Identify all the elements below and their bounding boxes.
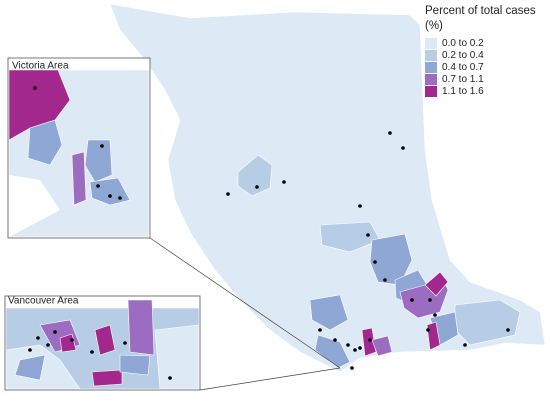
legend-item: 0.0 to 0.2 xyxy=(425,37,547,49)
region xyxy=(127,299,155,356)
legend-item: 0.4 to 0.7 xyxy=(425,61,547,73)
region xyxy=(319,221,381,253)
legend-items: 0.0 to 0.2 0.2 to 0.4 0.4 to 0.7 0.7 to 1.1… xyxy=(425,37,547,97)
legend-title: Percent of total cases (%) xyxy=(425,5,536,32)
region xyxy=(424,271,449,297)
legend-item: 0.2 to 0.4 xyxy=(425,49,547,61)
legend-item: 0.7 to 1.1 xyxy=(425,73,547,85)
region xyxy=(14,354,46,381)
vancouver-inset: Vancouver Area xyxy=(4,295,201,391)
region xyxy=(154,324,200,390)
region xyxy=(27,119,63,166)
legend-label: 0.4 to 0.7 xyxy=(442,61,484,73)
legend-swatch xyxy=(425,73,437,85)
legend-label: 1.1 to 1.6 xyxy=(442,85,484,97)
legend-label: 0.2 to 0.4 xyxy=(442,49,484,61)
legend-swatch xyxy=(425,85,437,97)
region xyxy=(361,327,377,357)
region xyxy=(309,294,349,331)
legend: Percent of total cases (%) 0.0 to 0.2 0.2… xyxy=(425,4,547,97)
legend-swatch xyxy=(425,49,437,61)
connector xyxy=(199,367,341,391)
inset-label: Victoria Area xyxy=(12,61,69,72)
region xyxy=(237,154,273,197)
region xyxy=(5,344,81,390)
region xyxy=(371,335,393,357)
region xyxy=(119,354,151,376)
victoria-inset: Victoria Area xyxy=(7,57,151,239)
legend-label: 0.7 to 1.1 xyxy=(442,73,484,85)
region xyxy=(71,151,87,206)
city-dots xyxy=(226,131,510,370)
region xyxy=(91,369,123,387)
water xyxy=(9,175,60,237)
connector xyxy=(149,237,341,369)
region xyxy=(84,139,113,183)
region xyxy=(94,324,116,356)
legend-swatch xyxy=(425,37,437,49)
legend-swatch xyxy=(425,61,437,73)
inset-label: Vancouver Area xyxy=(8,296,79,307)
legend-item: 1.1 to 1.6 xyxy=(425,85,547,97)
region xyxy=(426,321,441,351)
legend-label: 0.0 to 0.2 xyxy=(442,37,484,49)
